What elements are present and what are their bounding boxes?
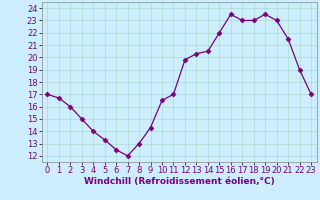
X-axis label: Windchill (Refroidissement éolien,°C): Windchill (Refroidissement éolien,°C) [84,177,275,186]
